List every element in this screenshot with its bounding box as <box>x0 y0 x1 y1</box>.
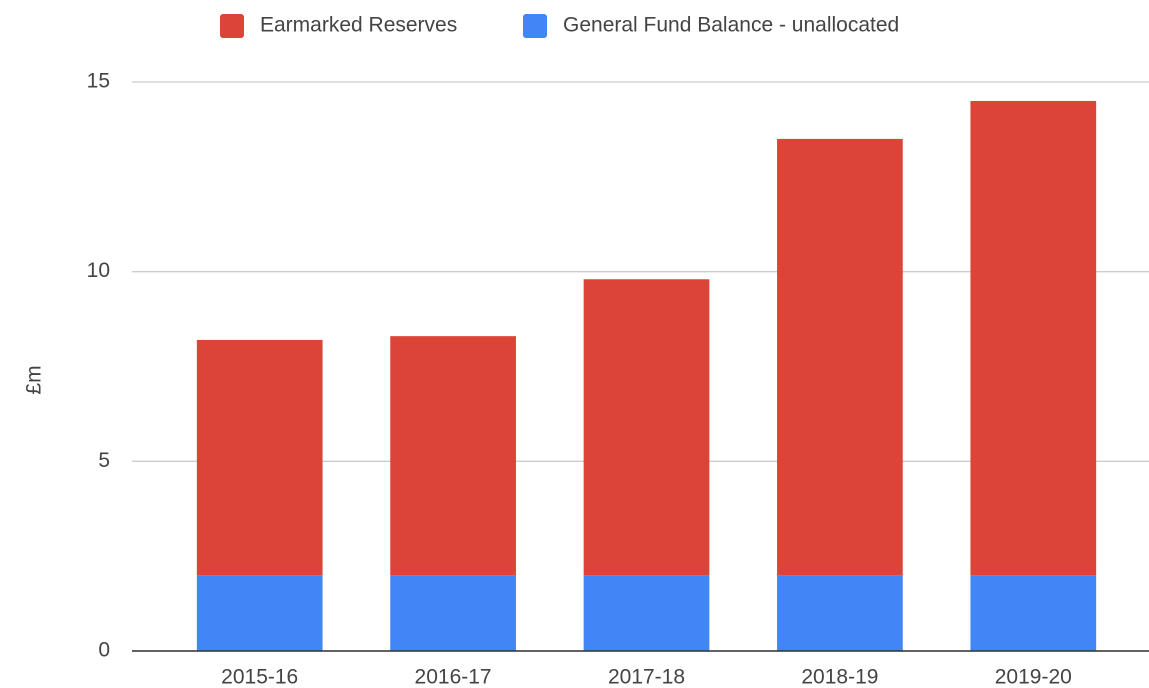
y-axis-label: £m <box>23 365 46 394</box>
bar-segment <box>970 100 1097 576</box>
x-tick-label: 2019-20 <box>995 666 1072 688</box>
bar-segment <box>970 575 1097 651</box>
x-tick-label: 2015-16 <box>221 666 298 688</box>
bar-segment <box>196 575 323 651</box>
bar-segment <box>777 138 903 576</box>
bar-segment <box>583 575 710 651</box>
legend-swatch <box>523 14 547 38</box>
bar-segment <box>390 575 516 651</box>
bar-segment <box>777 575 903 651</box>
legend-label: General Fund Balance - unallocated <box>563 14 899 37</box>
bar-segment <box>390 336 516 576</box>
legend-swatch <box>220 14 244 38</box>
y-tick-label: 5 <box>98 449 110 472</box>
y-tick-label: 15 <box>87 70 110 93</box>
x-tick-label: 2016-17 <box>415 666 492 688</box>
x-tick-label: 2017-18 <box>608 666 685 688</box>
bar-segment <box>583 279 710 576</box>
bar-segment <box>196 339 323 576</box>
x-tick-label: 2018-19 <box>801 666 878 688</box>
y-tick-label: 0 <box>98 639 110 662</box>
y-tick-label: 10 <box>87 259 110 282</box>
legend-label: Earmarked Reserves <box>260 14 457 37</box>
